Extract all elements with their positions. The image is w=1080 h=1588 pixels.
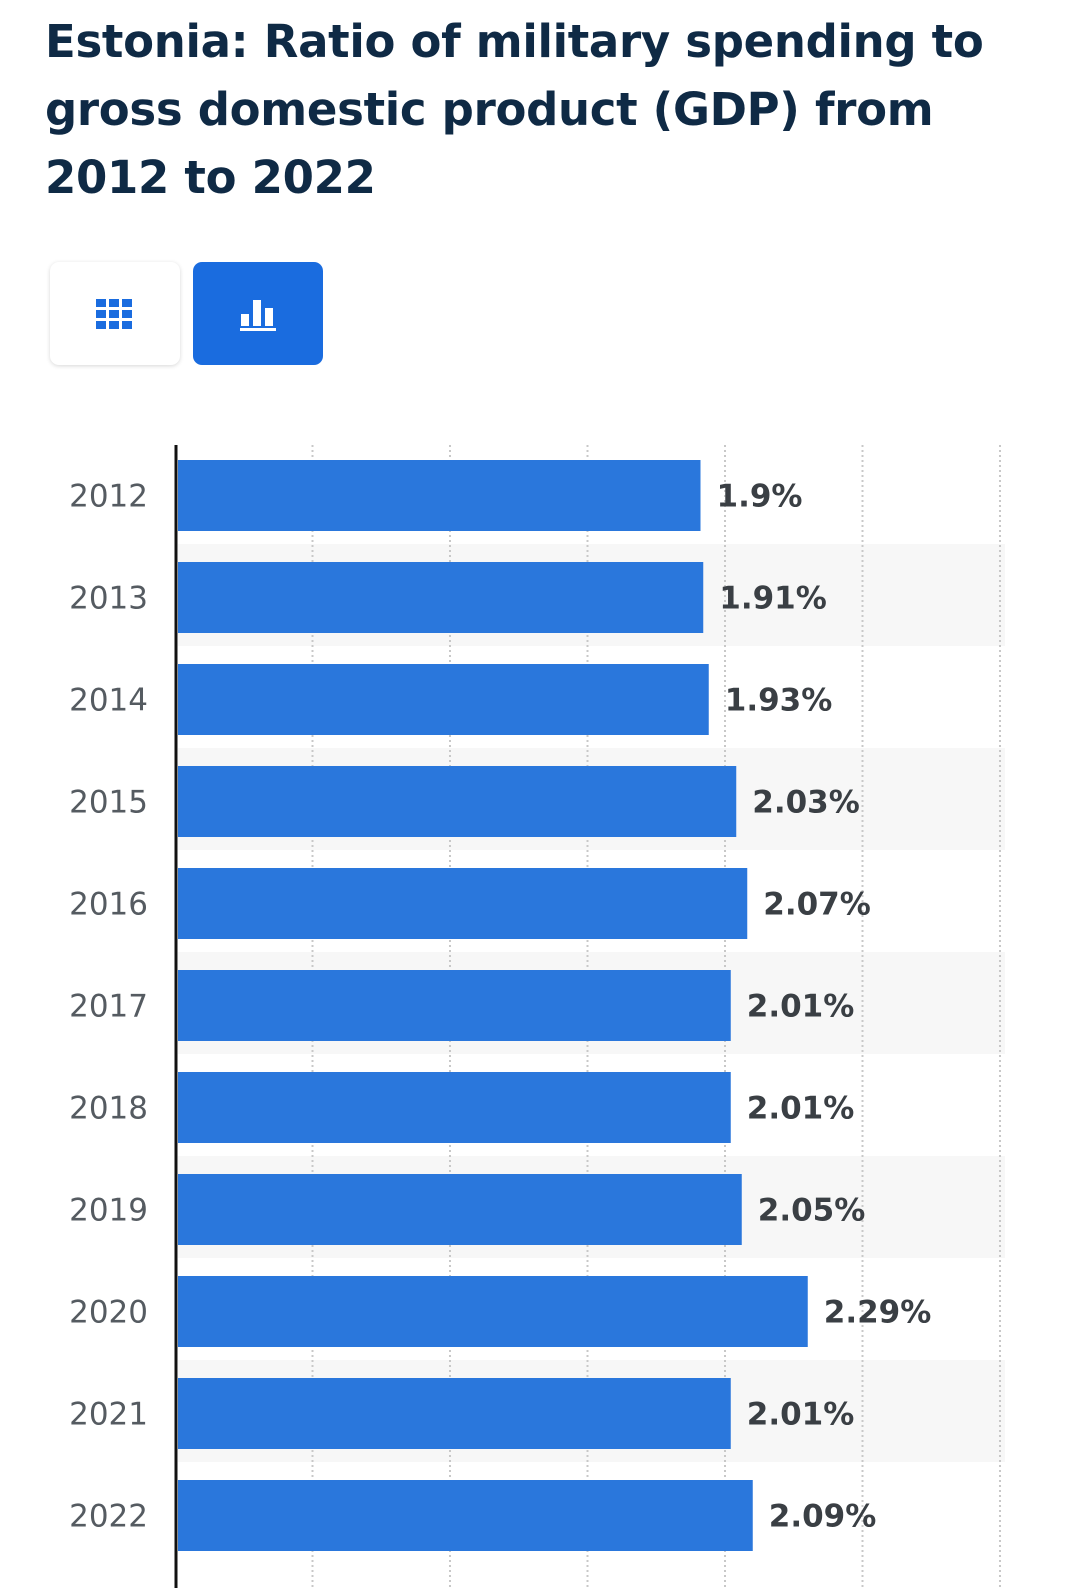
bar-2020	[178, 1276, 808, 1347]
category-label: 2020	[69, 1295, 148, 1331]
category-label: 2019	[69, 1193, 148, 1229]
value-label: 2.05%	[758, 1193, 866, 1229]
category-label: 2014	[69, 683, 148, 719]
category-label: 2021	[69, 1397, 148, 1433]
category-label: 2018	[69, 1091, 148, 1127]
bar-2017	[178, 970, 731, 1041]
bar-2022	[178, 1480, 753, 1551]
category-label: 2012	[69, 479, 148, 515]
bar-chart: 2012 1.9% 2013 1.91% 2014 1.93% 2015 2.03% 2016 2…	[69, 445, 1005, 1588]
category-label: 2022	[69, 1499, 148, 1535]
bar-2019	[178, 1174, 742, 1245]
value-label: 2.01%	[747, 1397, 855, 1433]
value-label: 2.01%	[747, 989, 855, 1025]
value-label: 1.93%	[725, 683, 833, 719]
value-label: 2.29%	[824, 1295, 932, 1331]
labels: 2012 1.9% 2013 1.91% 2014 1.93% 2015 2.03% 2016 2…	[69, 479, 931, 1535]
value-label: 2.07%	[763, 887, 871, 923]
table-grid-icon	[96, 298, 132, 329]
bars	[178, 460, 808, 1551]
table-view-button[interactable]	[50, 262, 180, 365]
value-label: 2.01%	[747, 1091, 855, 1127]
bar-2012	[178, 460, 701, 531]
category-label: 2015	[69, 785, 148, 821]
chart-view-button[interactable]	[193, 262, 323, 365]
bar-chart-icon	[240, 299, 276, 331]
category-label: 2017	[69, 989, 148, 1025]
bar-2021	[178, 1378, 731, 1449]
category-label: 2016	[69, 887, 148, 923]
page-title: Estonia: Ratio of military spending to g…	[45, 15, 984, 204]
bar-2016	[178, 868, 748, 939]
value-label: 2.03%	[752, 785, 860, 821]
bar-2015	[178, 766, 737, 837]
bar-2018	[178, 1072, 731, 1143]
value-label: 1.91%	[719, 581, 827, 617]
bar-2013	[178, 562, 704, 633]
category-label: 2013	[69, 581, 148, 617]
value-label: 1.9%	[717, 479, 803, 515]
value-label: 2.09%	[769, 1499, 877, 1535]
bar-2014	[178, 664, 709, 735]
